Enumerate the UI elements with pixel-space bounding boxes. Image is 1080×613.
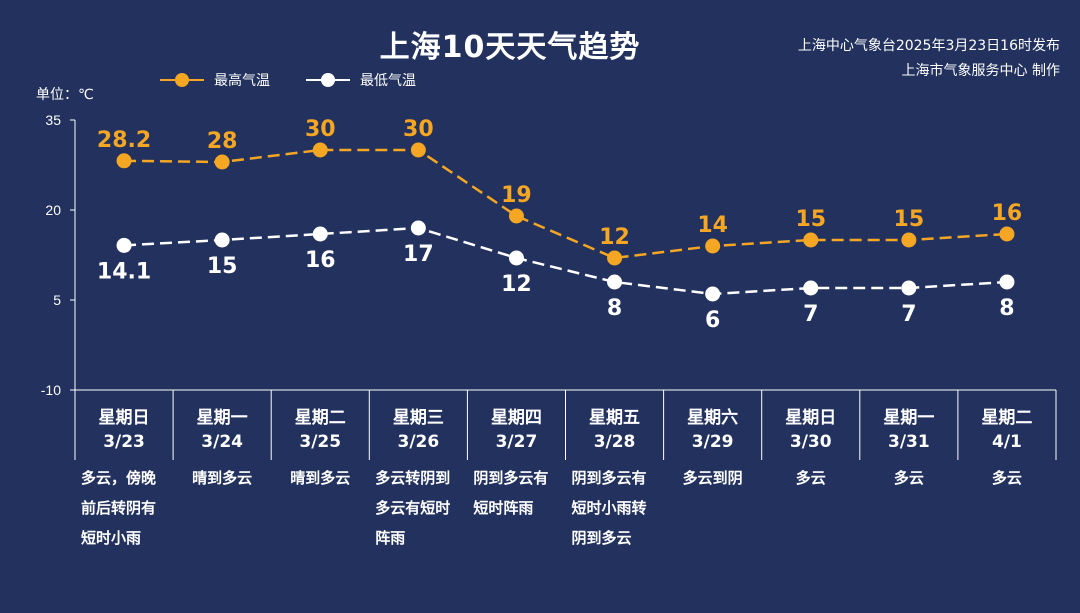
data-label-low: 6: [705, 308, 720, 333]
day-weekday: 星期三: [392, 408, 444, 428]
day-weather-desc: 多云转阴到多云有短时阵雨: [375, 469, 451, 547]
day-weekday: 星期一: [883, 408, 935, 428]
series-line-high: [124, 148, 1008, 260]
data-label-high: 28: [207, 129, 238, 154]
point-high: [803, 232, 819, 248]
data-label-low: 17: [403, 242, 434, 267]
point-high: [508, 208, 524, 224]
legend-high-marker: [160, 73, 204, 87]
publish-info: 上海中心气象台2025年3月23日16时发布 上海市气象服务中心 制作: [798, 34, 1060, 84]
data-label-low: 8: [999, 296, 1014, 321]
legend-item-low[interactable]: 最低气温: [306, 70, 416, 90]
chart-title: 上海10天天气趋势: [379, 30, 641, 65]
day-weather-desc: 多云: [893, 469, 924, 487]
data-label-low: 7: [803, 302, 818, 327]
data-label-low: 12: [501, 272, 532, 297]
day-weekday: 星期六: [687, 408, 739, 428]
legend: 最高气温 最低气温: [160, 70, 416, 90]
data-label-low: 15: [207, 254, 238, 279]
day-weather-desc: 多云，傍晚前后转阴有短时小雨: [81, 469, 157, 547]
data-label-high: 19: [501, 183, 532, 208]
data-label-high: 15: [894, 207, 925, 232]
legend-low-marker: [306, 73, 350, 87]
day-date: 3/24: [201, 432, 243, 452]
y-tick-label: 5: [53, 292, 61, 308]
day-weekday: 星期二: [294, 408, 346, 428]
day-date: 3/28: [593, 432, 636, 452]
legend-low-label: 最低气温: [360, 73, 416, 89]
day-date: 3/25: [299, 432, 342, 452]
day-weather-desc: 多云: [991, 469, 1022, 487]
legend-high-label: 最高气温: [214, 73, 270, 89]
day-weather-desc: 晴到多云: [290, 469, 351, 487]
day-date: 3/27: [495, 432, 538, 452]
day-date: 4/1: [992, 432, 1022, 452]
point-low: [116, 237, 132, 253]
producer-line: 上海市气象服务中心 制作: [901, 63, 1060, 79]
y-axis-unit: 单位：℃: [36, 87, 94, 103]
point-low: [705, 286, 721, 302]
day-weather-desc: 阴到多云有短时阵雨: [473, 469, 549, 517]
point-high: [410, 142, 426, 158]
data-label-high: 30: [403, 117, 434, 142]
day-weekday: 星期四: [490, 408, 542, 428]
data-label-low: 14.1: [97, 259, 151, 284]
data-label-high: 12: [599, 225, 630, 250]
series-line-low: [123, 226, 1008, 296]
point-low: [410, 220, 426, 236]
data-label-high: 30: [305, 117, 336, 142]
point-high: [999, 226, 1015, 242]
data-label-low: 7: [901, 302, 916, 327]
point-high: [116, 153, 132, 169]
day-date: 3/29: [691, 432, 734, 452]
point-high: [312, 142, 328, 158]
day-weather-desc: 阴到多云有短时小雨转阴到多云: [571, 469, 647, 547]
data-label-low: 16: [305, 248, 336, 273]
point-low: [803, 280, 819, 296]
data-label-high: 14: [697, 213, 728, 238]
day-weekday: 星期日: [785, 408, 837, 428]
point-low: [508, 250, 524, 266]
y-tick-label: -10: [41, 382, 61, 398]
day-date: 3/30: [789, 432, 832, 452]
y-tick-label: 20: [45, 202, 61, 218]
data-label-low: 8: [607, 296, 622, 321]
day-weekday: 星期二: [981, 408, 1033, 428]
point-low: [312, 226, 328, 242]
y-tick-label: 35: [45, 112, 61, 128]
point-high: [214, 154, 230, 170]
day-date: 3/23: [103, 432, 145, 452]
data-label-high: 15: [795, 207, 826, 232]
day-date: 3/26: [397, 432, 440, 452]
legend-item-high[interactable]: 最高气温: [160, 70, 270, 90]
data-label-high: 28.2: [97, 128, 151, 153]
data-label-high: 16: [992, 201, 1023, 226]
point-low: [901, 280, 917, 296]
day-weather-desc: 多云: [795, 469, 826, 487]
day-weekday: 星期一: [196, 408, 248, 428]
publish-line: 上海中心气象台2025年3月23日16时发布: [797, 38, 1060, 54]
day-weather-desc: 晴到多云: [192, 469, 253, 487]
point-low: [607, 274, 623, 290]
point-low: [214, 232, 230, 248]
point-high: [705, 238, 721, 254]
day-weekday: 星期日: [98, 408, 150, 428]
point-low: [999, 274, 1015, 290]
day-weekday: 星期五: [589, 408, 641, 428]
point-high: [901, 232, 917, 248]
day-date: 3/31: [887, 432, 930, 452]
day-weather-desc: 多云到阴: [682, 469, 743, 487]
point-high: [607, 250, 623, 266]
